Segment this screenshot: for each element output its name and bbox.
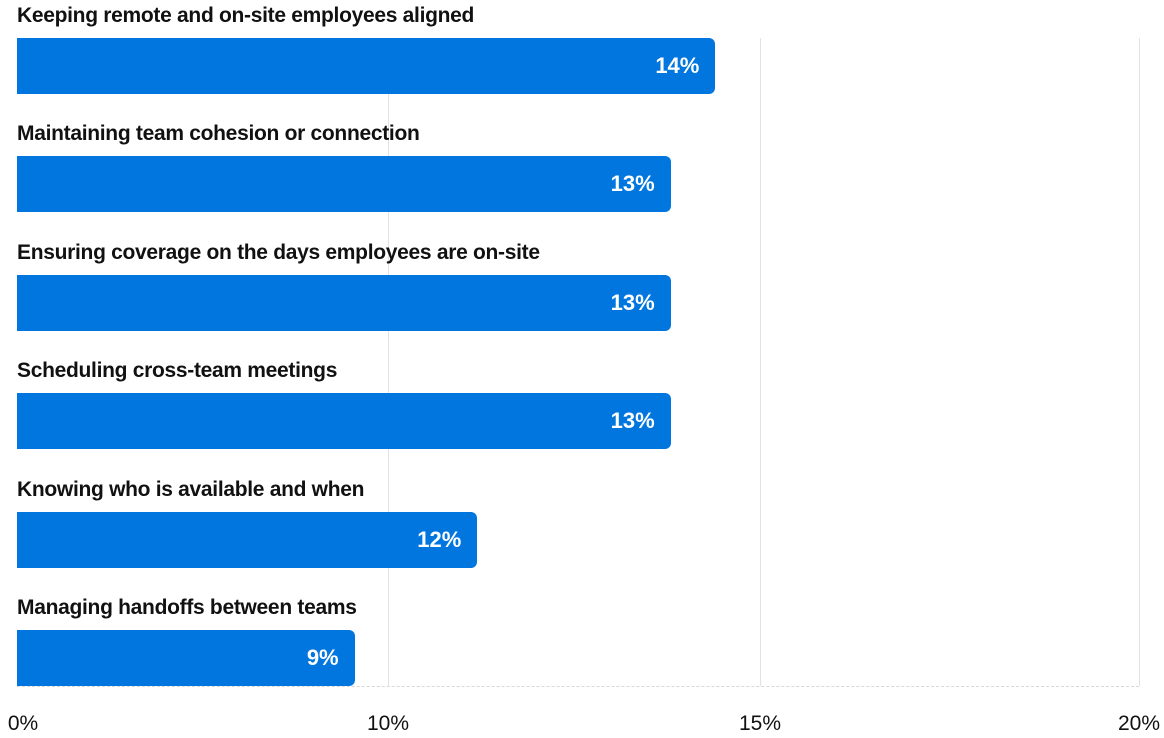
data-label: 13% xyxy=(610,171,655,197)
bar: 13% xyxy=(17,274,671,331)
gridline xyxy=(388,38,389,686)
bar: 14% xyxy=(17,38,716,94)
gridline xyxy=(1139,38,1140,686)
category-label: Managing handoffs between teams xyxy=(17,596,357,619)
x-tick-label: 15% xyxy=(738,712,782,735)
x-axis-baseline xyxy=(17,686,1139,687)
data-label: 12% xyxy=(417,526,462,552)
x-tick-label: 0% xyxy=(7,712,39,735)
x-tick-label: 20% xyxy=(1117,712,1161,735)
category-label: Scheduling cross-team meetings xyxy=(17,359,338,383)
category-label: Knowing who is available and when xyxy=(17,477,365,501)
category-label: Keeping remote and on-site employees ali… xyxy=(17,4,475,27)
bar: 12% xyxy=(17,511,478,568)
bar: 9% xyxy=(17,630,355,686)
x-tick-label: 10% xyxy=(366,712,410,735)
bar: 13% xyxy=(17,393,671,450)
data-label: 14% xyxy=(655,53,700,78)
category-label: Maintaining team cohesion or connection xyxy=(17,122,420,146)
data-label: 9% xyxy=(306,645,339,670)
category-label: Ensuring coverage on the days employees … xyxy=(17,240,540,264)
gridline xyxy=(760,38,761,686)
bar: 13% xyxy=(17,156,671,213)
data-label: 13% xyxy=(610,408,655,434)
data-label: 13% xyxy=(610,289,655,315)
